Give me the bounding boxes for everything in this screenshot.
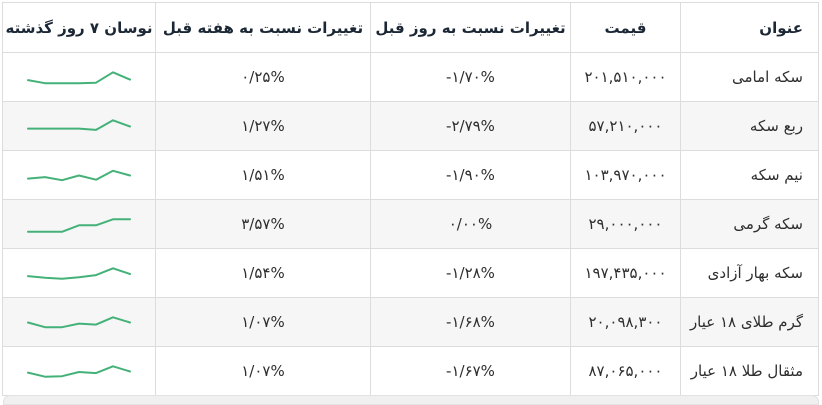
table-row: سکه بهار آزادی ۱۹۷,۴۳۵,۰۰۰ -۱/۲۸% ۱/۵۴% (2, 248, 819, 298)
sparkline-cell (2, 150, 156, 200)
sparkline-cell (2, 297, 156, 347)
sparkline-cell (2, 101, 156, 151)
title-cell: نیم سکه (680, 150, 819, 200)
price-cell: ۱۰۳,۹۷۰,۰۰۰ (570, 150, 681, 200)
sparkline-chart (27, 71, 131, 85)
header-price: قیمت (570, 2, 681, 53)
sparkline-cell (2, 52, 156, 102)
week-change-cell: ۳/۵۷% (155, 199, 371, 249)
week-change-cell: ۱/۲۷% (155, 101, 371, 151)
price-cell: ۱۹۷,۴۳۵,۰۰۰ (570, 248, 681, 298)
sparkline-chart (27, 218, 131, 233)
header-sparkline: نوسان ۷ روز گذشته (2, 2, 156, 53)
title-cell: سکه امامی (680, 52, 819, 102)
day-change-cell: -۲/۷۹% (370, 101, 571, 151)
sparkline-cell (2, 248, 156, 298)
table-row: مثقال طلا ۱۸ عیار ۸۷,۰۶۵,۰۰۰ -۱/۶۷% ۱/۰۷… (2, 346, 819, 396)
table-row: سکه امامی ۲۰۱,۵۱۰,۰۰۰ -۱/۷۰% ۰/۲۵% (2, 52, 819, 102)
week-change-cell: ۱/۵۴% (155, 248, 371, 298)
week-change-cell: ۱/۰۷% (155, 297, 371, 347)
price-cell: ۸۷,۰۶۵,۰۰۰ (570, 346, 681, 396)
price-cell: ۲۰,۰۹۸,۳۰۰ (570, 297, 681, 347)
sparkline-chart (27, 365, 131, 378)
gold-price-table: عنوان قیمت تغییرات نسبت به روز قبل تغییر… (2, 2, 819, 396)
footer-card-top (3, 395, 819, 405)
title-cell: گرم طلای ۱۸ عیار (680, 297, 819, 347)
table-row: گرم طلای ۱۸ عیار ۲۰,۰۹۸,۳۰۰ -۱/۶۸% ۱/۰۷% (2, 297, 819, 347)
sparkline-chart (27, 267, 131, 280)
price-cell: ۲۰۱,۵۱۰,۰۰۰ (570, 52, 681, 102)
day-change-cell: -۱/۲۸% (370, 248, 571, 298)
day-change-cell: -۱/۹۰% (370, 150, 571, 200)
week-change-cell: ۱/۰۷% (155, 346, 371, 396)
sparkline-cell (2, 346, 156, 396)
header-day-change: تغییرات نسبت به روز قبل (370, 2, 571, 53)
week-change-cell: ۱/۵۱% (155, 150, 371, 200)
week-change-cell: ۰/۲۵% (155, 52, 371, 102)
title-cell: مثقال طلا ۱۸ عیار (680, 346, 819, 396)
day-change-cell: ۰/۰۰% (370, 199, 571, 249)
day-change-cell: -۱/۶۷% (370, 346, 571, 396)
header-week-change: تغییرات نسبت به هفته قبل (155, 2, 371, 53)
sparkline-chart (27, 169, 131, 182)
price-cell: ۵۷,۲۱۰,۰۰۰ (570, 101, 681, 151)
table-row: نیم سکه ۱۰۳,۹۷۰,۰۰۰ -۱/۹۰% ۱/۵۱% (2, 150, 819, 200)
sparkline-cell (2, 199, 156, 249)
table-row: سکه گرمی ۲۹,۰۰۰,۰۰۰ ۰/۰۰% ۳/۵۷% (2, 199, 819, 249)
header-title: عنوان (680, 2, 819, 53)
day-change-cell: -۱/۷۰% (370, 52, 571, 102)
price-cell: ۲۹,۰۰۰,۰۰۰ (570, 199, 681, 249)
table-row: ربع سکه ۵۷,۲۱۰,۰۰۰ -۲/۷۹% ۱/۲۷% (2, 101, 819, 151)
sparkline-chart (27, 119, 131, 131)
sparkline-chart (27, 316, 131, 329)
table-header-row: عنوان قیمت تغییرات نسبت به روز قبل تغییر… (2, 2, 819, 53)
title-cell: سکه گرمی (680, 199, 819, 249)
day-change-cell: -۱/۶۸% (370, 297, 571, 347)
title-cell: ربع سکه (680, 101, 819, 151)
title-cell: سکه بهار آزادی (680, 248, 819, 298)
